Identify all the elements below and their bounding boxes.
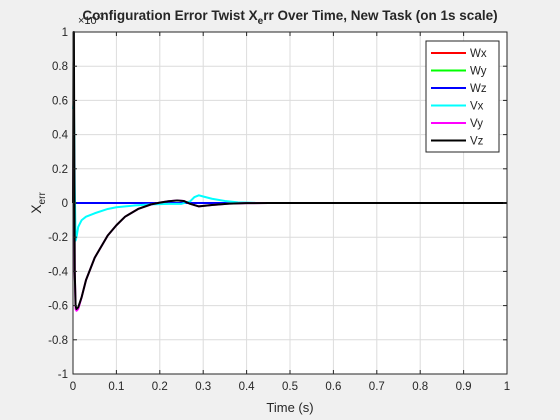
- exponent-label: ×10-3: [78, 12, 104, 27]
- ticks: [72, 31, 508, 375]
- legend-label: Vx: [470, 101, 484, 113]
- series-line-vx: [72, 99, 507, 242]
- x-tick-labels: 0 0.1 0.2 0.3 0.4 0.5 0.6 0.7 0.8 0.9 1: [70, 381, 510, 393]
- y-tick-label: -0.2: [48, 232, 68, 244]
- y-tick-labels: -1 -0.8 -0.6 -0.4 -0.2 0 0.2 0.4 0.6 0.8 1: [48, 27, 68, 381]
- x-tick-label: 1: [504, 381, 510, 393]
- y-tick-label: 0.6: [52, 95, 68, 107]
- y-tick-label: -0.8: [48, 335, 68, 347]
- y-tick-label: 0.8: [52, 61, 68, 73]
- y-tick-label: 1: [62, 27, 68, 39]
- chart-title: Configuration Error Twist Xerr Over Time…: [82, 8, 497, 27]
- x-tick-label: 0.2: [152, 381, 168, 393]
- x-tick-label: 0.9: [456, 381, 472, 393]
- y-tick-label: 0: [62, 198, 68, 210]
- y-axis-label: Xerr: [28, 192, 48, 214]
- legend-label: Wx: [470, 48, 487, 60]
- y-tick-label: -0.4: [48, 266, 68, 278]
- legend-label: Wz: [470, 83, 487, 95]
- legend-box: [425, 40, 500, 153]
- series-layer: [72, 31, 507, 312]
- legend: Wx Wy Wz Vx Vy Vz: [425, 40, 500, 153]
- x-tick-label: 0.3: [195, 381, 211, 393]
- x-tick-label: 0: [70, 381, 76, 393]
- legend-label: Vy: [470, 118, 483, 130]
- y-tick-label: -1: [58, 369, 68, 381]
- legend-label: Vz: [470, 136, 484, 148]
- y-tick-label: 0.2: [52, 164, 68, 176]
- legend-label: Wy: [470, 66, 487, 78]
- y-tick-label: 0.4: [52, 130, 69, 142]
- y-tick-label: -0.6: [48, 301, 68, 313]
- x-tick-label: 0.5: [282, 381, 298, 393]
- x-tick-label: 0.8: [412, 381, 428, 393]
- series-line-vz: [72, 31, 507, 311]
- x-tick-label: 0.6: [325, 381, 341, 393]
- x-tick-label: 0.7: [369, 381, 385, 393]
- x-tick-label: 0.1: [108, 381, 124, 393]
- x-tick-label: 0.4: [239, 381, 256, 393]
- x-axis-label: Time (s): [266, 400, 313, 415]
